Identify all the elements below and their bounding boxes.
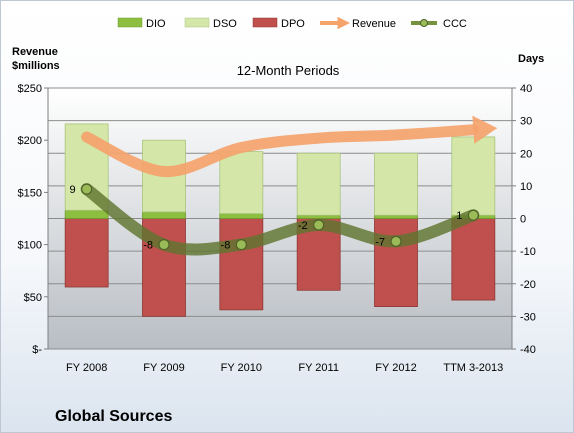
dio-bar [219,213,264,219]
dio-bar [296,214,341,219]
x-tick-label: FY 2009 [143,362,184,374]
left-axis: $- $50 $100 $150 $200 $250 [18,83,48,356]
dso-bar [219,151,264,215]
right-tick-label: 20 [520,148,532,160]
right-tick-label: -30 [520,311,536,323]
x-axis: FY 2008 FY 2009 FY 2010 FY 2011 FY 2012 TTM 3… [66,362,503,374]
x-tick-label: FY 2010 [221,362,262,374]
ccc-data-label: 1 [456,210,462,222]
dso-bar [451,136,496,216]
left-tick-label: $100 [18,240,42,252]
dpo-bar [64,218,109,288]
x-tick-label: TTM 3-2013 [443,362,503,374]
right-tick-label: 40 [520,83,532,95]
revenue-line [81,124,479,178]
ccc-point [390,235,402,247]
legend-label-dio: DIO [146,18,166,30]
x-tick-label: FY 2012 [375,362,416,374]
revenue-series [81,115,498,178]
ccc-series: 9 -8 -8 -2 -7 1 [70,183,480,256]
legend-swatch-dso [184,17,210,28]
ccc-data-label: 9 [70,184,76,196]
legend-swatch-dpo [252,17,278,28]
left-tick-label: $50 [24,292,42,304]
company-name: Global Sources [55,408,172,425]
x-tick-label: FY 2011 [298,362,339,374]
dso-bar [374,152,418,216]
ccc-data-label: -8 [143,240,153,252]
legend-label-dso: DSO [213,18,237,30]
revenue-arrowhead [472,115,498,144]
ccc-data-label: -2 [298,220,308,232]
legend-label-ccc: CCC [443,18,467,30]
legend-label-dpo: DPO [281,18,305,30]
left-tick-label: $250 [18,83,42,95]
left-axis-label-line2: $millions [12,60,60,72]
left-tick-label: $200 [18,135,42,147]
right-tick-label: 10 [520,181,532,193]
legend: DIO DSO DPO Revenue CCC [117,16,467,30]
ccc-point [81,183,93,195]
dio-bar [374,214,418,219]
ccc-point [235,239,247,251]
ccc-point [467,209,479,221]
right-tick-label: 30 [520,116,532,128]
ccc-data-label: -8 [221,240,231,252]
legend-ccc-marker [420,19,428,27]
right-tick-label: -10 [520,246,536,258]
ccc-point [313,219,325,231]
left-tick-label: $- [32,344,42,356]
ccc-line [80,183,480,256]
right-tick-label: -20 [520,279,536,291]
right-axis: -40 -30 -20 -10 0 10 20 30 40 [512,83,536,356]
dso-bar [296,152,341,216]
dpo-bar [219,218,264,311]
ccc-point [158,239,170,251]
left-axis-label-line1: Revenue [12,46,58,58]
right-tick-label: -40 [520,344,536,356]
right-axis-label: Days [518,53,544,65]
legend-swatch-dio [117,17,143,28]
right-tick-label: 0 [520,214,526,226]
dpo-bar [451,218,496,301]
dpo-bar [374,218,418,307]
dio-bar [64,209,109,219]
x-tick-label: FY 2008 [66,362,107,374]
dio-bar [142,211,186,219]
ccc-data-label: -7 [375,236,385,248]
legend-label-revenue: Revenue [352,18,396,30]
chart-title: 12-Month Periods [237,63,340,78]
left-tick-label: $150 [18,187,42,199]
